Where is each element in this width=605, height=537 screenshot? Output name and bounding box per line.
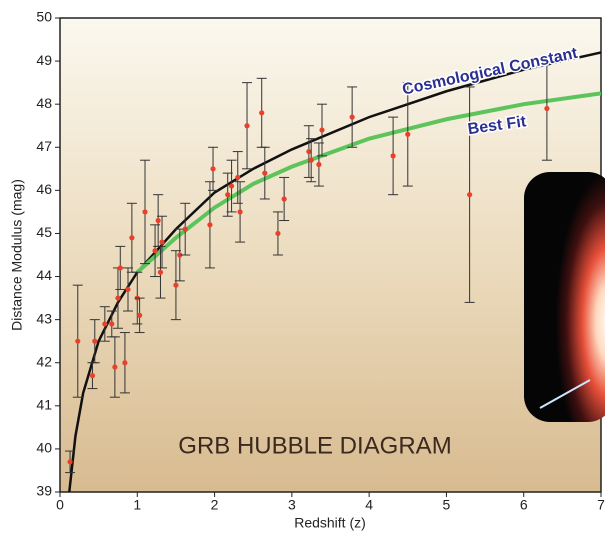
y-tick-label: 44 [36, 267, 52, 283]
inset-image [524, 172, 605, 422]
plot-area [59, 17, 602, 493]
x-axis-label: Redshift (z) [294, 515, 366, 531]
x-tick-label: 5 [443, 497, 451, 513]
data-point [319, 127, 325, 133]
data-point [92, 338, 98, 344]
y-tick-label: 41 [36, 397, 52, 413]
x-tick-label: 4 [365, 497, 373, 513]
data-point [122, 360, 128, 366]
data-point [544, 105, 550, 112]
x-tick-label: 3 [288, 497, 296, 513]
y-tick-label: 48 [36, 95, 52, 111]
y-tick-label: 50 [36, 9, 52, 25]
data-point [142, 209, 148, 215]
data-point [173, 282, 179, 288]
chart-title: GRB HUBBLE DIAGRAM [178, 432, 451, 459]
data-point [115, 295, 121, 301]
data-point [125, 286, 131, 293]
data-point [275, 230, 281, 237]
data-point [159, 239, 165, 245]
y-tick-label: 47 [36, 138, 52, 154]
data-point [67, 459, 73, 465]
y-tick-label: 43 [36, 310, 52, 326]
data-point [210, 166, 216, 172]
data-point [306, 148, 312, 155]
y-tick-label: 45 [36, 224, 52, 240]
data-point [237, 209, 243, 215]
data-point [102, 321, 108, 327]
curve [68, 51, 601, 492]
data-point [117, 265, 123, 271]
data-point [228, 183, 235, 189]
x-tick-label: 1 [133, 497, 141, 513]
data-point [137, 312, 143, 318]
data-point [155, 217, 161, 224]
y-tick-label: 40 [36, 440, 52, 456]
data-point [244, 123, 250, 129]
data-point [259, 110, 265, 116]
x-tick-label: 7 [597, 497, 605, 513]
y-tick-label: 39 [36, 483, 52, 499]
x-tick-label: 6 [520, 497, 528, 513]
data-point [308, 157, 314, 163]
data-point [75, 338, 81, 344]
data-point [182, 226, 188, 232]
x-tick-label: 0 [56, 497, 64, 513]
y-tick-label: 46 [36, 181, 52, 197]
data-point [89, 373, 96, 379]
data-point [467, 192, 473, 198]
inset-jet [539, 379, 591, 409]
data-point [349, 114, 355, 120]
data-point [316, 161, 322, 168]
data-point [262, 170, 268, 176]
curve [135, 91, 601, 274]
y-tick-label: 42 [36, 353, 52, 369]
data-point [207, 222, 213, 228]
data-point [177, 252, 183, 258]
data-point [281, 196, 287, 202]
data-point [225, 192, 231, 198]
data-point [152, 248, 158, 254]
data-point [129, 235, 135, 241]
data-point [405, 131, 411, 137]
data-point [112, 364, 118, 370]
y-tick-label: 49 [36, 52, 52, 68]
data-point [157, 269, 164, 275]
x-tick-label: 2 [211, 497, 219, 513]
data-point [390, 153, 396, 159]
data-point [109, 321, 115, 327]
y-axis-label: Distance Modulus (mag) [9, 179, 25, 331]
data-point [235, 174, 241, 181]
